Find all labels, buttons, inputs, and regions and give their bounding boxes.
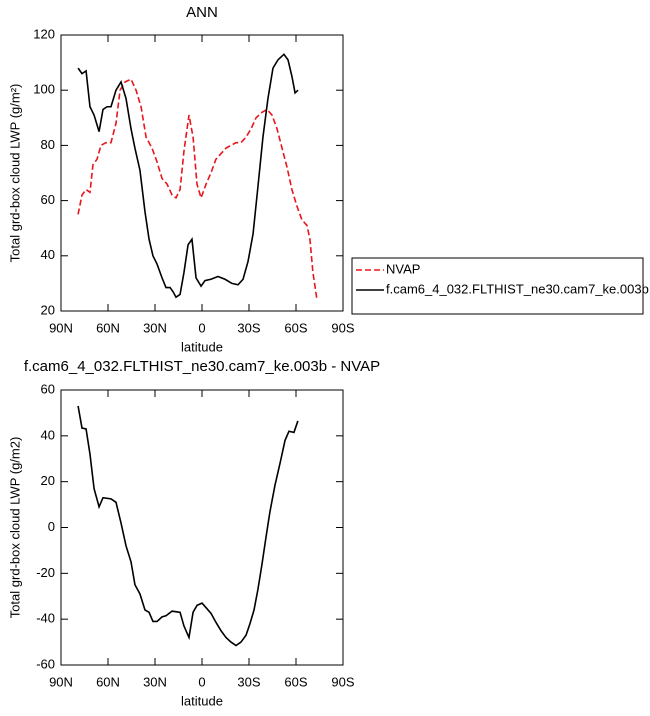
y-tick-label: 80 — [41, 137, 55, 152]
x-tick-label: 90N — [49, 674, 73, 689]
y-tick-label: 100 — [33, 82, 55, 97]
y-tick-label: 60 — [41, 381, 55, 396]
x-tick-label: 30S — [237, 320, 260, 335]
plot-frame — [60, 389, 344, 666]
y-tick-label: -40 — [36, 611, 55, 626]
plot-frame — [60, 34, 344, 312]
x-tick-label: 30N — [143, 674, 167, 689]
x-tick-label: 30N — [143, 320, 167, 335]
x-tick-label: 60S — [284, 320, 307, 335]
y-tick-label: -20 — [36, 565, 55, 580]
y-tick-label: 20 — [41, 302, 55, 317]
y-axis-label: Total grd-box cloud LWP (g/m2) — [7, 437, 22, 619]
chart-title: f.cam6_4_032.FLTHIST_ne30.cam7_ke.003b -… — [24, 358, 380, 375]
y-tick-label: 120 — [33, 26, 55, 41]
y-tick-label: 40 — [41, 427, 55, 442]
x-tick-label: 60N — [96, 674, 120, 689]
data-line — [77, 53, 299, 299]
x-tick-label: 0 — [198, 320, 205, 335]
x-tick-label: 60S — [284, 674, 307, 689]
data-line — [77, 78, 318, 301]
x-tick-label: 30S — [237, 674, 260, 689]
y-tick-label: 40 — [41, 247, 55, 262]
legend-box — [351, 257, 644, 315]
chart-title: ANN — [186, 4, 218, 21]
legend-label: f.cam6_4_032.FLTHIST_ne30.cam7_ke.003b — [386, 281, 649, 296]
x-axis-label: latitude — [181, 339, 223, 354]
y-tick-label: -60 — [36, 656, 55, 671]
x-tick-label: 0 — [198, 674, 205, 689]
y-tick-label: 20 — [41, 473, 55, 488]
x-tick-label: 90S — [331, 320, 354, 335]
y-tick-label: 60 — [41, 192, 55, 207]
x-tick-label: 90N — [49, 320, 73, 335]
data-line — [77, 405, 299, 647]
legend-label: NVAP — [386, 261, 420, 276]
x-tick-label: 60N — [96, 320, 120, 335]
x-axis-label: latitude — [181, 693, 223, 708]
y-tick-label: 0 — [48, 519, 55, 534]
x-tick-label: 90S — [331, 674, 354, 689]
y-axis-label: Total grd-box cloud LWP (g/m²) — [7, 84, 22, 263]
